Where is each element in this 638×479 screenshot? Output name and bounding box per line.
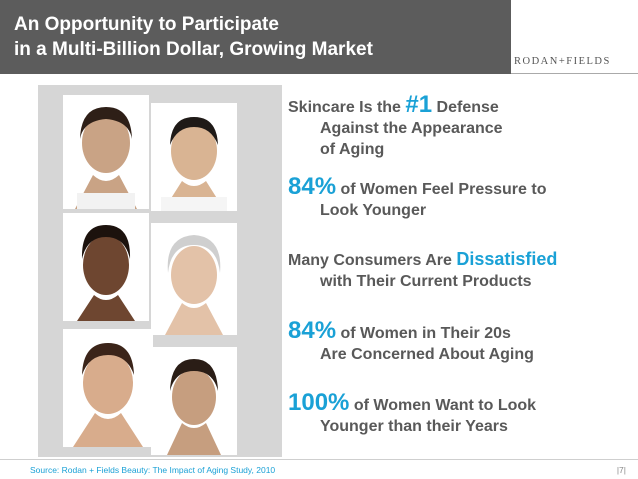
face-photo-man-2 xyxy=(63,329,153,447)
fact-1-highlight: #1 xyxy=(405,91,433,118)
fact-1-prefix: Skincare Is the xyxy=(288,99,406,116)
photo-collage xyxy=(38,85,282,457)
fact-4-suffix: of Women in Their 20s xyxy=(336,325,511,342)
face-photo-woman-1 xyxy=(63,95,149,209)
fact-4-line-2: Are Concerned About Aging xyxy=(320,346,534,363)
brand-divider xyxy=(511,73,638,74)
title-line-2: in a Multi-Billion Dollar, Growing Marke… xyxy=(14,39,373,60)
brand-logo: RODAN+FIELDS xyxy=(514,56,611,67)
fact-women-younger: 100% of Women Want to Look Younger than … xyxy=(288,389,633,437)
fact-1-line-2: Against the Appearance xyxy=(320,120,503,137)
fact-women-20s: 84% of Women in Their 20s Are Concerned … xyxy=(288,317,633,365)
fact-2-highlight: 84% xyxy=(288,173,337,200)
face-photo-woman-2 xyxy=(63,213,149,321)
fact-3-highlight: Dissatisfied xyxy=(456,249,558,269)
fact-1-suffix: Defense xyxy=(432,99,499,116)
footer-divider xyxy=(0,459,638,460)
face-photo-woman-3 xyxy=(151,223,237,335)
fact-3-line-2: with Their Current Products xyxy=(320,273,532,290)
fact-5-line-2: Younger than their Years xyxy=(320,418,508,435)
slide-title: An Opportunity to Participate in a Multi… xyxy=(14,12,373,62)
source-citation: Source: Rodan + Fields Beauty: The Impac… xyxy=(30,465,276,475)
fact-2-line-2: Look Younger xyxy=(320,202,427,219)
fact-3-prefix: Many Consumers Are xyxy=(288,252,457,269)
fact-2-suffix: of Women Feel Pressure to xyxy=(336,181,547,198)
title-bar: An Opportunity to Participate in a Multi… xyxy=(0,0,511,74)
fact-consumers-dissatisfied: Many Consumers Are Dissatisfied with The… xyxy=(288,249,633,292)
fact-5-suffix: of Women Want to Look xyxy=(349,397,537,414)
face-photo-man-1 xyxy=(151,103,237,211)
fact-5-highlight: 100% xyxy=(288,389,350,416)
fact-4-highlight: 84% xyxy=(288,317,337,344)
face-photo-woman-4 xyxy=(151,347,237,455)
fact-women-pressure: 84% of Women Feel Pressure to Look Young… xyxy=(288,173,633,221)
fact-skincare-defense: Skincare Is the #1 Defense Against the A… xyxy=(288,91,633,160)
fact-1-line-3: of Aging xyxy=(320,141,385,158)
page-number: |7| xyxy=(616,465,626,475)
title-line-1: An Opportunity to Participate xyxy=(14,14,279,35)
